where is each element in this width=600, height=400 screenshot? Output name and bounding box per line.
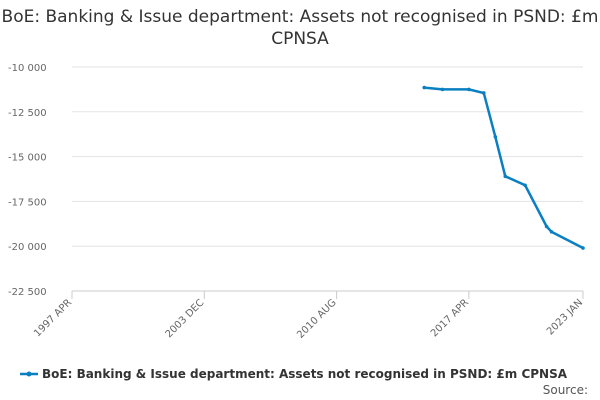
point [467, 87, 471, 92]
legend-marker [26, 371, 32, 377]
y-tick-label: -10 000 [8, 63, 47, 74]
y-tick-label: -12 500 [8, 108, 47, 119]
x-tick-label: 2023 JAN [545, 297, 585, 337]
x-tick-label: 2010 AUG [295, 297, 339, 341]
y-tick-label: -17 500 [8, 197, 47, 208]
source: Source: [543, 383, 588, 397]
y-tick-label: -15 000 [8, 153, 47, 164]
point [503, 174, 508, 179]
point [422, 85, 427, 90]
point [523, 183, 527, 188]
x-tick-label: 2003 DEC [164, 297, 207, 340]
legend-label: BoE: Banking & Issue department: Assets … [42, 367, 568, 381]
series-line [424, 86, 584, 250]
point [581, 246, 585, 250]
point [493, 135, 498, 139]
x-tick-label: 2017 APR [429, 297, 471, 339]
y-tick-label: -22 500 [8, 287, 47, 298]
point [440, 87, 445, 92]
y-tick-label: -20 000 [8, 242, 47, 253]
x-tick-label: 1997 APR [32, 297, 74, 339]
point [544, 224, 549, 229]
point [549, 230, 554, 234]
point [481, 91, 486, 95]
chart-title: BoE: Banking & Issue department: Assets … [1, 7, 599, 49]
